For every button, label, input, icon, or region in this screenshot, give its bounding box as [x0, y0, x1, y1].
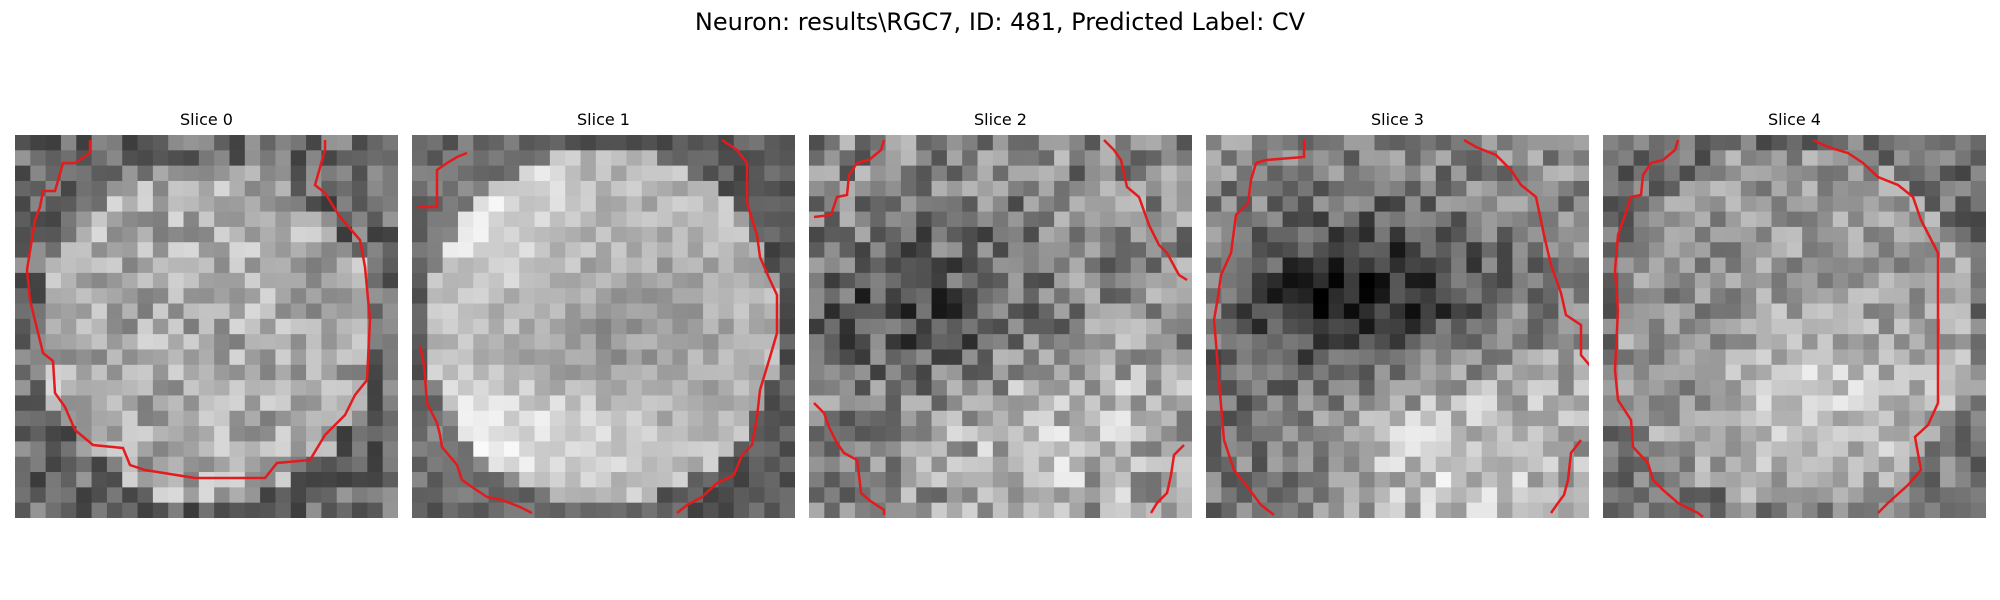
slice-image [15, 135, 398, 518]
slice-panel-4: Slice 4 [1603, 110, 1986, 518]
contour-line [1549, 439, 1582, 514]
pixel-grid [1206, 135, 1589, 518]
contour-line [813, 402, 886, 515]
slice-image [412, 135, 795, 518]
contour-line [676, 138, 779, 514]
contour-line [418, 344, 533, 515]
slice-image [1206, 135, 1589, 518]
slice-image [809, 135, 1192, 518]
contour-line [1103, 139, 1188, 282]
pixel-grid [15, 135, 398, 518]
slice-title: Slice 3 [1371, 110, 1424, 129]
slice-title: Slice 2 [974, 110, 1027, 129]
slice-title: Slice 4 [1768, 110, 1821, 129]
contour-line [25, 140, 372, 480]
pixel-grid [412, 135, 795, 518]
contour-line [1149, 444, 1185, 514]
slice-panel-3: Slice 3 [1206, 110, 1589, 518]
slice-panel-0: Slice 0 [15, 110, 398, 518]
contour-line [1463, 138, 1589, 367]
contour-line [417, 151, 468, 209]
figure-title: Neuron: results\RGC7, ID: 481, Predicted… [694, 8, 1306, 36]
contour-line [1212, 140, 1306, 516]
contour-line [813, 139, 886, 219]
contour-line [1613, 139, 1704, 518]
pixel-grid [1603, 135, 1986, 518]
slice-panel-2: Slice 2 [809, 110, 1192, 518]
pixel-grid [809, 135, 1192, 518]
slice-panel-1: Slice 1 [412, 110, 795, 518]
slice-title: Slice 1 [577, 110, 630, 129]
slice-image [1603, 135, 1986, 518]
slice-title: Slice 0 [180, 110, 233, 129]
contour-line [1812, 138, 1940, 514]
